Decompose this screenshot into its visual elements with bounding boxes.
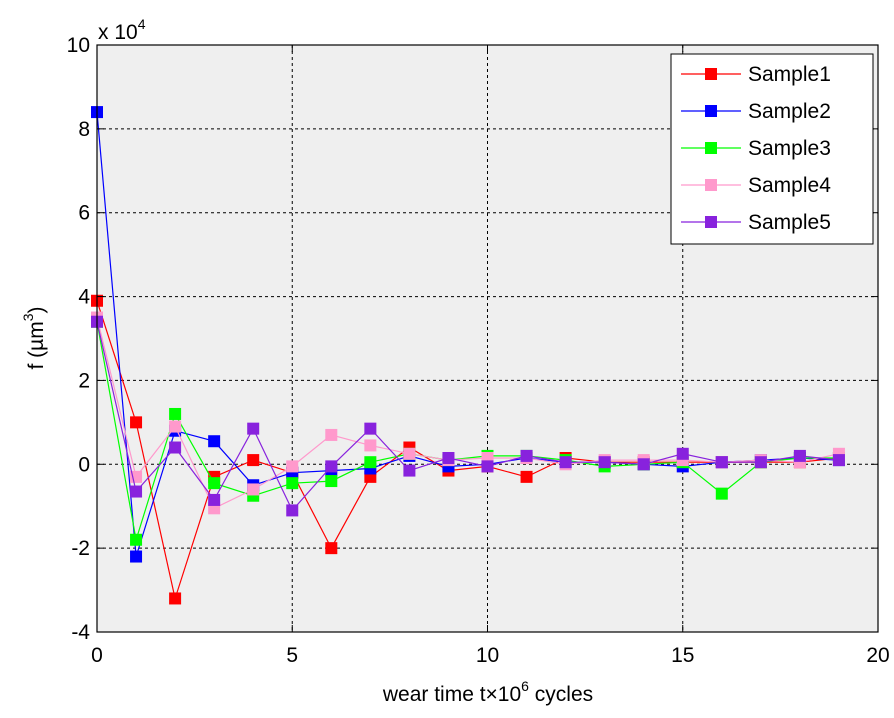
x-tick-label: 5 <box>286 644 298 667</box>
y-tick-label: 8 <box>78 118 90 141</box>
y-axis-label: f (µm3) <box>20 306 48 369</box>
data-point <box>247 422 260 435</box>
legend: Sample1 Sample2 Sample3 Sample4 Sample5 <box>670 53 874 245</box>
legend-label: Sample5 <box>748 211 831 234</box>
series-layer <box>91 106 845 605</box>
data-point <box>832 454 845 467</box>
data-point <box>247 454 260 467</box>
legend-marker <box>705 68 717 80</box>
y-tick-label: 2 <box>78 369 90 392</box>
data-point <box>364 456 377 469</box>
data-point <box>793 449 806 462</box>
y-tick-label: 4 <box>78 286 90 309</box>
y-axis-label-exponent: 3 <box>20 313 36 321</box>
legend-label: Sample1 <box>748 63 831 86</box>
data-point <box>208 435 221 448</box>
legend-marker <box>705 142 717 154</box>
data-point <box>325 542 338 555</box>
data-point <box>130 416 143 429</box>
legend-item: Sample4 <box>681 174 831 197</box>
series-line <box>96 321 839 540</box>
data-point <box>364 422 377 435</box>
legend-label: Sample2 <box>748 100 831 123</box>
x-axis-label: wear time t×106 cycles <box>382 678 593 706</box>
series-line <box>96 112 839 557</box>
legend-item: Sample1 <box>681 63 831 86</box>
data-point <box>130 485 143 498</box>
data-point <box>403 464 416 477</box>
x-axis-label-suffix: cycles <box>529 683 593 706</box>
data-point <box>481 460 494 473</box>
data-point <box>169 420 182 433</box>
legend-item: Sample3 <box>681 137 831 160</box>
data-point <box>676 447 689 460</box>
series-sample5 <box>91 315 845 517</box>
x-tick-label: 0 <box>91 644 103 667</box>
y-tick-label: -2 <box>71 537 90 560</box>
y-multiplier-exponent: 4 <box>138 16 146 32</box>
legend-label: Sample4 <box>748 174 831 197</box>
y-tick-label: 6 <box>78 202 90 225</box>
data-point <box>520 470 533 483</box>
y-tick-label: 0 <box>78 453 90 476</box>
data-point <box>169 592 182 605</box>
x-tick-label: 20 <box>866 644 889 667</box>
data-point <box>325 428 338 441</box>
data-point <box>325 475 338 488</box>
data-point <box>442 451 455 464</box>
data-point <box>286 460 299 473</box>
y-tick-label: 10 <box>67 34 90 57</box>
y-axis-label-suffix: ) <box>25 306 48 313</box>
tick-layer: 0 5 10 15 20 -4 -2 0 2 4 6 8 10 <box>67 34 890 667</box>
data-point <box>754 456 767 469</box>
x-axis-label-main: wear time t×10 <box>382 683 521 706</box>
data-point <box>286 504 299 517</box>
y-tick-label: -4 <box>71 621 90 644</box>
data-point <box>208 493 221 506</box>
legend-marker <box>705 105 717 117</box>
y-multiplier: x 104 <box>98 16 146 44</box>
x-axis-label-exponent: 6 <box>521 678 529 694</box>
series-line <box>96 321 839 512</box>
data-point <box>208 502 221 515</box>
data-point <box>598 456 611 469</box>
data-point <box>403 447 416 460</box>
data-point <box>637 458 650 471</box>
y-axis-label-main: f (µm <box>25 321 48 369</box>
data-point <box>520 449 533 462</box>
data-point <box>169 441 182 454</box>
legend-box <box>670 53 874 245</box>
data-point <box>286 477 299 490</box>
data-point <box>364 439 377 452</box>
data-point <box>715 456 728 469</box>
data-point <box>325 460 338 473</box>
legend-marker <box>705 216 717 228</box>
x-tick-label: 15 <box>671 644 694 667</box>
y-multiplier-base: x 10 <box>98 21 138 44</box>
data-point <box>715 487 728 500</box>
data-point <box>208 477 221 490</box>
data-point <box>169 407 182 420</box>
legend-item: Sample5 <box>681 211 831 234</box>
legend-item: Sample2 <box>681 100 831 123</box>
series-line <box>96 317 840 510</box>
data-point <box>559 456 572 469</box>
data-point <box>247 483 260 496</box>
x-tick-label: 10 <box>476 644 499 667</box>
legend-marker <box>705 179 717 191</box>
data-point <box>130 550 143 563</box>
legend-label: Sample3 <box>748 137 831 160</box>
data-point <box>130 533 143 546</box>
